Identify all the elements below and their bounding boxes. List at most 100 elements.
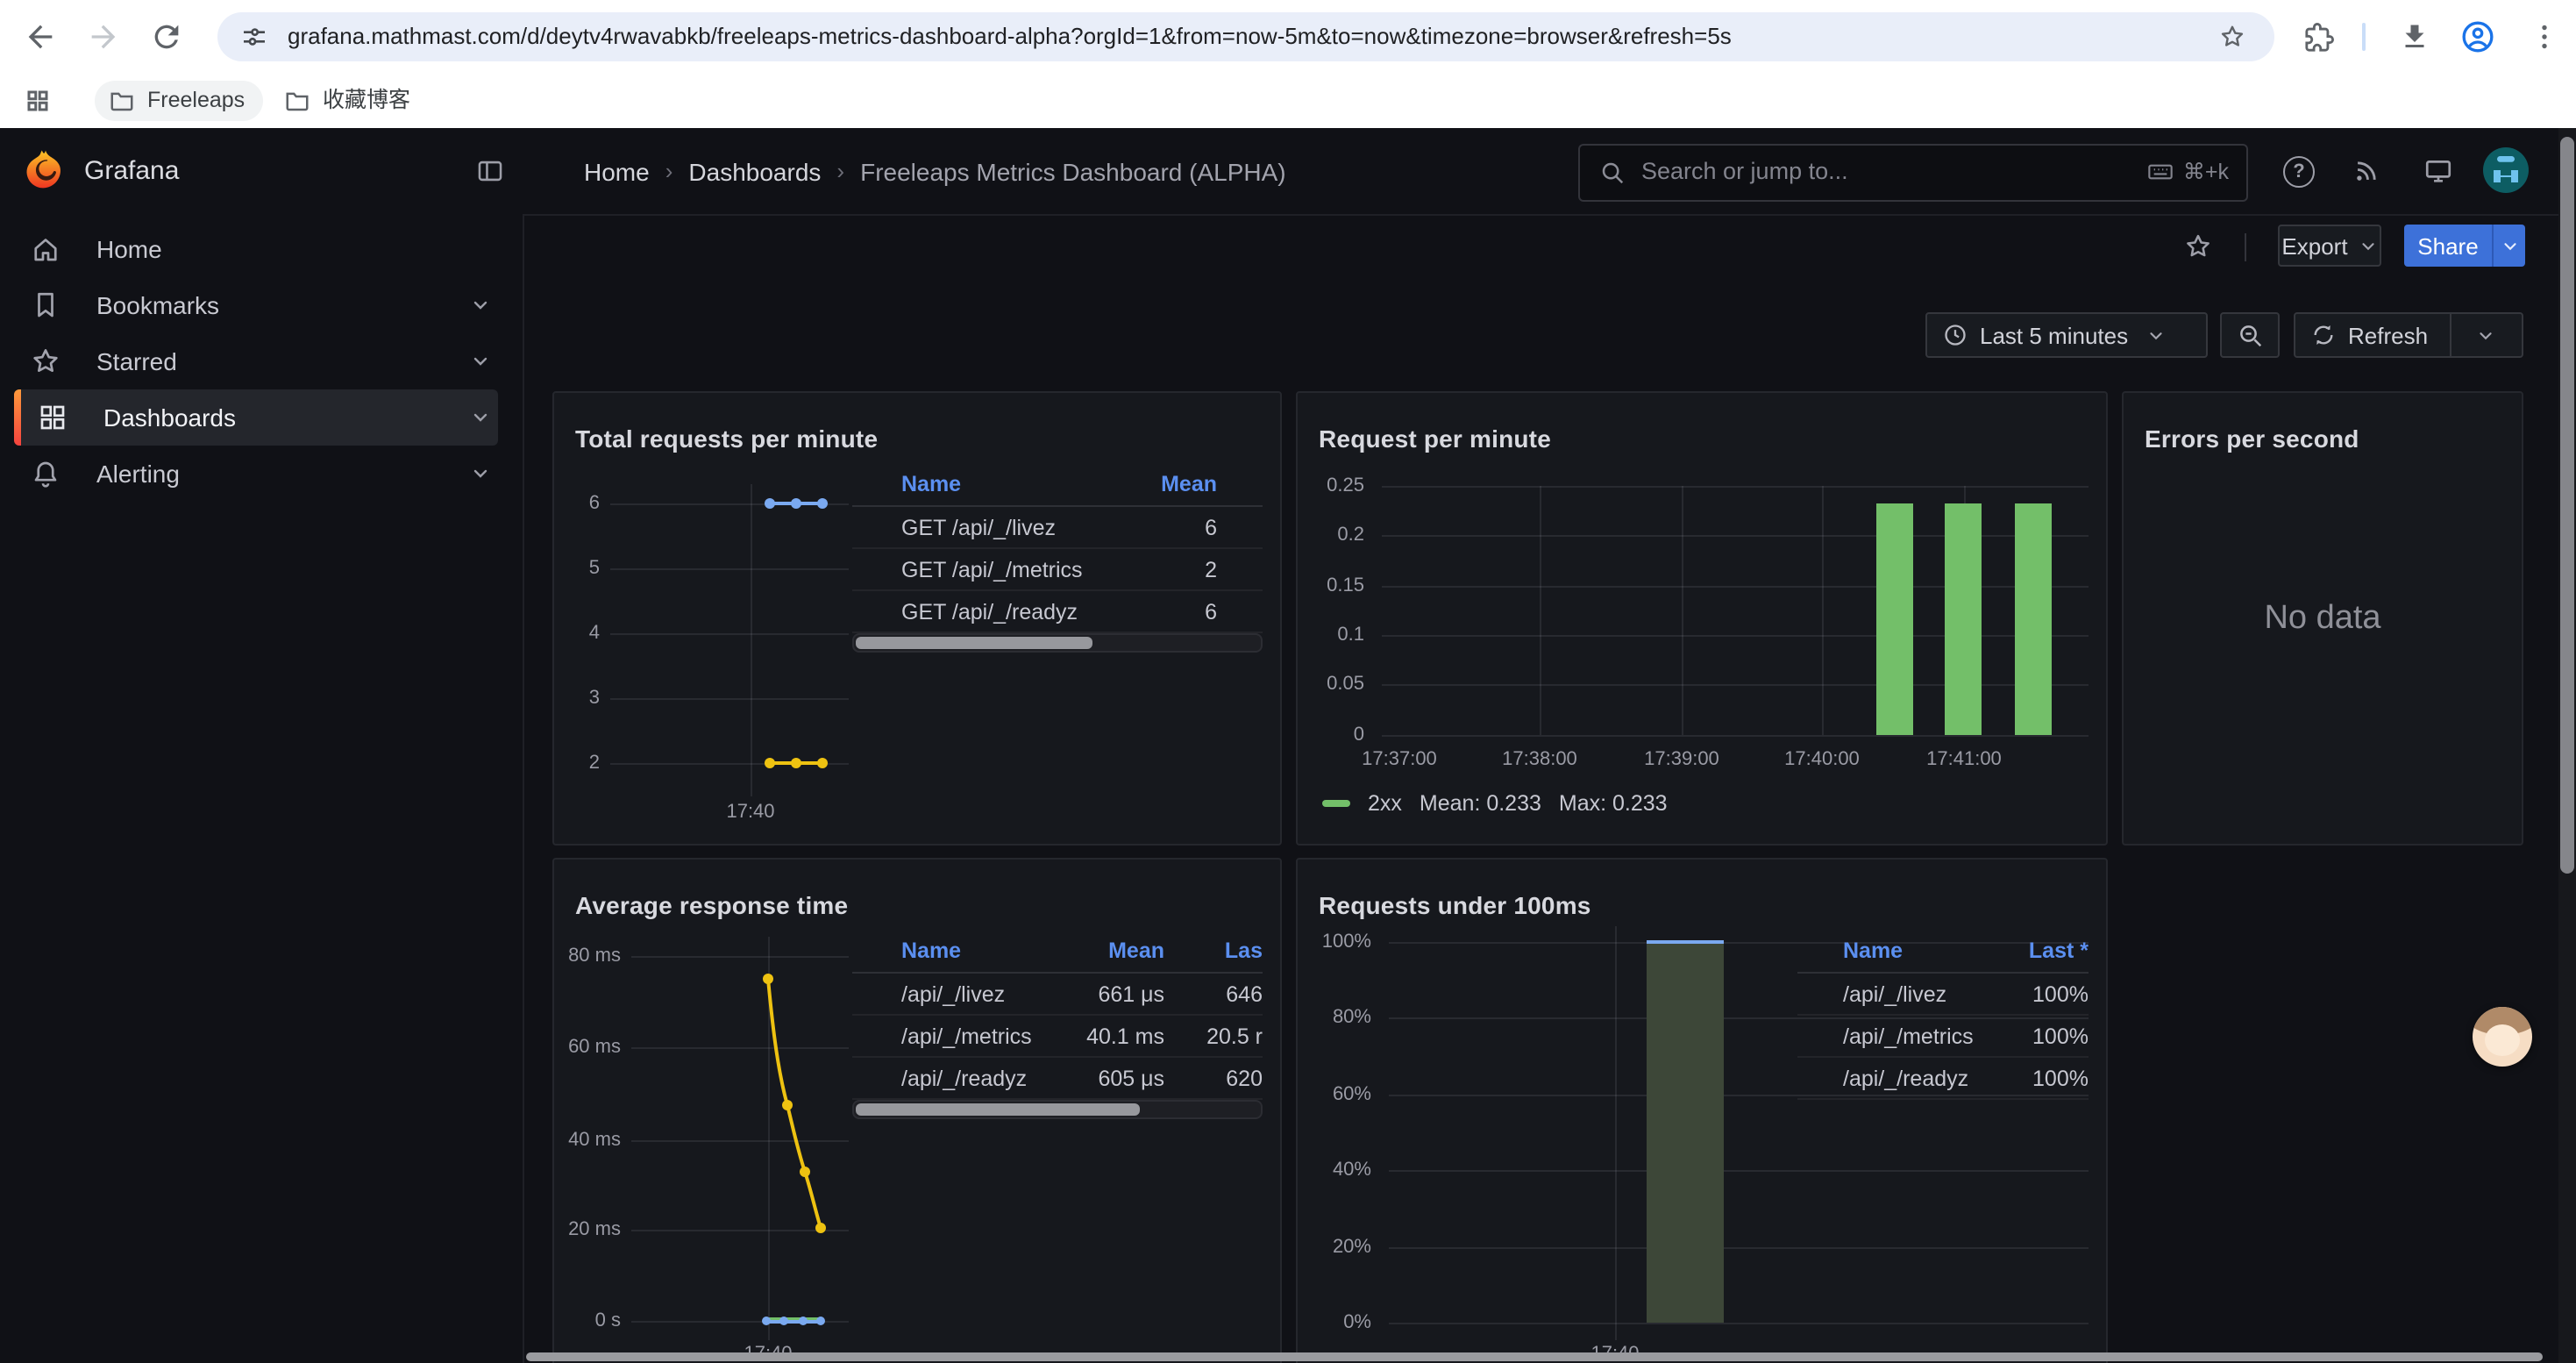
panel-title[interactable]: Errors per second [2145, 424, 2359, 452]
refresh-interval-chevron-icon[interactable] [2477, 325, 2496, 345]
panel-requests-under-100ms[interactable]: Requests under 100ms 100% 80% 60% 40% 20… [1296, 858, 2108, 1363]
panel-total-requests[interactable]: Total requests per minute 6 5 4 3 2 17:4… [552, 391, 1282, 846]
gridline [610, 698, 849, 700]
legend-series[interactable]: 2xx [1368, 791, 1402, 816]
legend-col-name[interactable]: Name [901, 472, 1112, 496]
search-placeholder: Search or jump to... [1641, 146, 1848, 196]
gridline [1389, 1323, 2089, 1324]
legend-col-mean[interactable]: Mean [1077, 938, 1164, 963]
legend-max: Max: 0.233 [1559, 791, 1668, 816]
legend-scrollbar[interactable] [852, 1100, 1263, 1119]
legend-row[interactable]: GET /api/_/readyz 6 [852, 591, 1263, 633]
user-avatar[interactable] [2483, 147, 2529, 193]
legend-col-name[interactable]: Name [901, 938, 1077, 963]
gridline [1540, 486, 1541, 735]
legend-row[interactable]: /api/_/readyz 605 μs 620 [852, 1058, 1263, 1100]
chevron-down-icon[interactable] [470, 351, 491, 372]
legend-row[interactable]: /api/_/metrics 100% [1797, 1016, 2089, 1058]
panel-request-per-minute[interactable]: Request per minute 0.25 0.2 0.15 0.1 0.0… [1296, 391, 2108, 846]
chevron-down-icon[interactable] [470, 463, 491, 484]
folder-icon[interactable] [284, 88, 310, 114]
gridline [610, 568, 849, 570]
panel-title[interactable]: Total requests per minute [575, 424, 878, 452]
sidebar-item-dashboards[interactable]: Dashboards [14, 389, 498, 446]
x-tick: 17:40 [715, 802, 786, 823]
search-input[interactable]: Search or jump to... ⌘+k [1578, 144, 2248, 202]
data-point [762, 1317, 771, 1325]
sidebar-item-home[interactable]: Home [0, 221, 523, 277]
y-tick: 0.2 [1308, 525, 1364, 546]
screen: grafana.mathmast.com/d/deytv4rwavabkb/fr… [0, 0, 2576, 1363]
legend-scrollbar[interactable] [852, 633, 1263, 653]
panel-average-response-time[interactable]: Average response time 80 ms 60 ms 40 ms … [552, 858, 1282, 1363]
legend-row[interactable]: /api/_/readyz 100% [1797, 1058, 2089, 1100]
page-horizontal-scrollbar[interactable] [526, 1352, 2543, 1361]
toolbar-separator [2362, 23, 2366, 51]
legend-header: Name Mean [852, 463, 1263, 507]
floating-assistant-avatar[interactable] [2473, 1007, 2532, 1067]
grafana-logo[interactable] [23, 147, 68, 193]
legend-row[interactable]: /api/_/livez 100% [1797, 974, 2089, 1016]
legend-row[interactable]: GET /api/_/metrics 2 [852, 549, 1263, 591]
legend-col-last[interactable]: Last * [1997, 938, 2089, 963]
menu-kebab-icon[interactable] [2529, 21, 2560, 53]
refresh-button[interactable]: Refresh [2294, 312, 2523, 358]
data-point [817, 758, 828, 768]
share-button[interactable]: Share [2404, 225, 2525, 267]
brand-name[interactable]: Grafana [84, 128, 179, 214]
series-swatch [1322, 800, 1350, 807]
zoom-out-time-button[interactable] [2220, 312, 2280, 358]
sidebar-item-starred[interactable]: Starred [0, 333, 523, 389]
gridline [1389, 1170, 2089, 1172]
site-info-icon[interactable] [240, 23, 268, 51]
sidebar-item-bookmarks[interactable]: Bookmarks [0, 277, 523, 333]
legend-col-mean[interactable]: Mean [1112, 472, 1217, 496]
time-range-picker[interactable]: Last 5 minutes [1925, 312, 2208, 358]
area-top-line [1647, 940, 1724, 944]
folder-icon[interactable] [109, 88, 135, 114]
scrollbar-thumb[interactable] [2560, 137, 2574, 874]
url-bar[interactable]: grafana.mathmast.com/d/deytv4rwavabkb/fr… [217, 12, 2274, 61]
panel-errors-per-second[interactable]: Errors per second No data [2122, 391, 2523, 846]
gridline [1382, 535, 2089, 537]
sidebar-item-alerting[interactable]: Alerting [0, 446, 523, 502]
breadcrumb-home[interactable]: Home [584, 157, 650, 185]
bookmark-folder[interactable]: 收藏博客 [323, 74, 410, 128]
bookmark-folder[interactable]: Freeleaps [147, 74, 245, 128]
breadcrumb-dashboards[interactable]: Dashboards [688, 157, 821, 185]
chevron-down-icon [2145, 325, 2165, 345]
tv-kiosk-icon[interactable] [2423, 156, 2453, 186]
share-menu-chevron-icon[interactable] [2492, 225, 2525, 267]
collapse-sidebar-icon[interactable] [475, 156, 505, 186]
back-icon[interactable] [23, 19, 58, 54]
grafana-app: Grafana Home › Dashboards › Freeleaps Me… [0, 128, 2576, 1363]
scrollbar-thumb[interactable] [856, 1103, 1141, 1116]
profile-icon[interactable] [2460, 19, 2495, 54]
panel-title[interactable]: Request per minute [1319, 424, 1551, 452]
y-tick: 3 [561, 688, 600, 709]
chevron-down-icon[interactable] [470, 295, 491, 316]
forward-icon[interactable] [86, 19, 121, 54]
download-icon[interactable] [2399, 21, 2430, 53]
legend-row[interactable]: /api/_/livez 661 μs 646 [852, 974, 1263, 1016]
legend-row[interactable]: GET /api/_/livez 6 [852, 507, 1263, 549]
data-point [800, 1167, 810, 1177]
legend-row[interactable]: /api/_/metrics 40.1 ms 20.5 r [852, 1016, 1263, 1058]
panel-title[interactable]: Requests under 100ms [1319, 890, 1591, 918]
breadcrumb-separator: › [665, 158, 673, 184]
bookmark-star-icon[interactable] [2218, 23, 2246, 51]
help-icon[interactable]: ? [2283, 156, 2315, 188]
legend-col-name[interactable]: Name [1843, 938, 1997, 963]
data-point [799, 1317, 808, 1325]
export-button[interactable]: Export [2278, 225, 2381, 267]
bar-2xx [1945, 503, 1982, 735]
reload-icon[interactable] [149, 19, 184, 54]
apps-grid-icon[interactable] [25, 88, 51, 114]
scrollbar-thumb[interactable] [856, 637, 1092, 649]
chevron-down-icon[interactable] [470, 407, 491, 428]
news-rss-icon[interactable] [2352, 156, 2381, 186]
legend-col-last[interactable]: Las [1164, 938, 1263, 963]
extensions-icon[interactable] [2304, 23, 2334, 53]
favorite-dashboard-star-icon[interactable] [2183, 232, 2213, 261]
url-text[interactable]: grafana.mathmast.com/d/deytv4rwavabkb/fr… [288, 12, 1732, 61]
